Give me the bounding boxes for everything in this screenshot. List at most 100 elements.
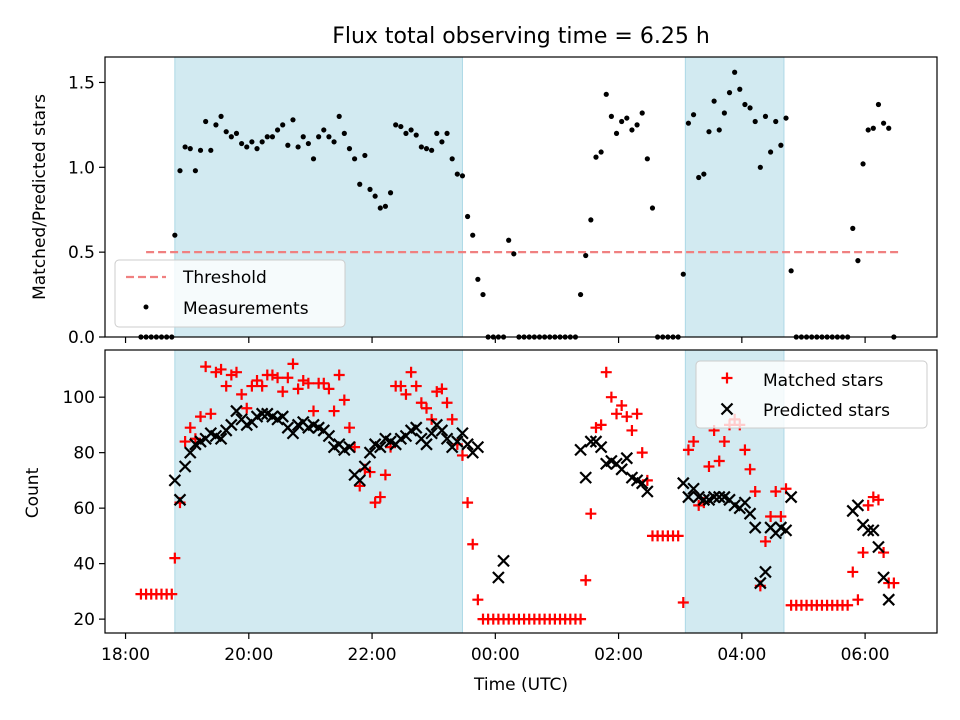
measurement-point [886,125,892,131]
predicted-star-point [882,593,896,606]
measurement-point [393,122,399,128]
measurement-point [316,134,322,140]
measurement-point [259,139,265,145]
measurement-point [429,147,435,153]
measurement-point [865,127,871,133]
matched-star-point [770,486,782,497]
count-points [135,358,900,625]
bottom-y-axis-ticks: 20 40 60 80 100 [63,388,105,630]
matched-star-point [631,408,643,420]
matched-star-point [220,380,232,392]
predicted-star-point [358,460,372,473]
measurement-point [506,237,512,243]
measurement-point [680,271,686,277]
predicted-star-point [867,524,880,537]
predicted-star-point [851,499,865,512]
measurement-point [624,115,630,121]
matched-stars-legend-label: Matched stars [763,371,883,391]
predicted-star-point [173,493,187,507]
measurement-point [172,232,178,238]
matched-star-point [441,397,453,409]
measurement-point [372,193,378,199]
y-tick-label: 0.5 [68,243,95,263]
predicted-star-point [677,476,690,490]
matched-star-point [166,588,178,600]
measurement-point [459,173,466,179]
predicted-star-point [738,496,752,509]
measurement-point [788,268,794,274]
measurement-point [716,127,722,133]
predicted-star-point [178,460,192,473]
measurements-legend-swatch [143,304,149,310]
measurement-point [362,152,368,159]
matched-star-point [256,380,268,392]
measurement-point [593,154,599,160]
predicted-stars-legend-swatch [720,402,734,416]
measurement-point [742,101,748,108]
matched-star-point [749,486,761,497]
measurement-point [398,123,404,130]
predicted-star-point [322,429,336,443]
matched-star-point [713,455,725,467]
y-tick-label: 40 [73,555,95,575]
measurement-point [269,134,276,140]
measurement-point [228,134,234,140]
matched-star-point [205,408,217,420]
measurement-point [208,147,214,153]
matched-star-point [847,566,859,578]
predicted-star-point [877,571,890,584]
matched-star-point [888,577,900,589]
matched-star-point [857,547,869,559]
bottom-legend-box [695,360,928,429]
predicted-star-point [168,474,182,487]
top-legend: Threshold Measurements [114,259,346,328]
predicted-stars-legend-label: Predicted stars [763,401,890,421]
measurement-point [290,117,296,123]
predicted-star-point [409,421,423,434]
matched-star-point [462,497,474,509]
measurement-point [439,139,445,145]
bottom-shaded-regions [174,349,785,634]
matched-star-point [318,377,330,389]
predicted-star-point [872,540,885,554]
matched-star-point [241,402,253,414]
matched-star-point [200,361,212,373]
x-axis-label: Time (UTC) [473,675,568,695]
measurement-point [649,205,656,211]
matched-star-point [472,594,484,606]
predicted-star-point [754,576,767,590]
matched-star-point [595,419,607,431]
measurement-point [203,118,209,125]
matched-star-point [282,372,294,384]
matched-star-point [621,411,633,423]
measurement-point [480,291,486,298]
measurement-point [773,118,779,125]
measurement-point [778,142,784,148]
matched-star-point [605,391,617,403]
matched-star-point [580,574,592,586]
measurement-point [608,113,614,119]
matched-star-point [744,463,756,475]
measurement-point [305,140,311,147]
predicted-star-point [574,443,587,457]
y-tick-label: 80 [73,444,95,464]
chart-title: Flux total observing time = 6.25 h [332,24,710,49]
measurement-point [444,130,450,136]
measurement-point [300,134,306,140]
bottom-panel: 20 40 60 80 100 18:00 20:00 22:00 00:00 02:00 04:… [23,349,938,695]
predicted-star-point [615,463,628,476]
measurement-point [470,232,476,238]
predicted-star-point [579,471,592,484]
measurement-point [285,142,291,148]
measurement-point [747,105,753,111]
predicted-star-point [343,440,356,454]
measurement-point [875,101,882,108]
measurement-point [213,122,219,128]
predicted-star-point [374,440,387,454]
measurement-point [855,258,861,264]
measurement-point [382,203,389,209]
measurement-point [367,186,373,192]
matched-star-point [236,388,248,400]
top-plot-frame [104,56,938,338]
